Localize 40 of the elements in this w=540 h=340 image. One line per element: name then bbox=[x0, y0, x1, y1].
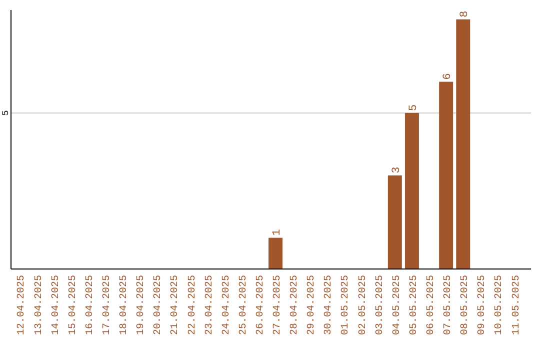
x-tick-label: 20.04.2025 bbox=[153, 275, 164, 336]
x-tick-label: 08.05.2025 bbox=[460, 275, 472, 336]
x-tick-label: 13.04.2025 bbox=[34, 275, 45, 336]
x-tick-label: 01.05.2025 bbox=[340, 275, 352, 336]
data-label: 1 bbox=[272, 228, 284, 236]
x-tick-label: 26.04.2025 bbox=[255, 275, 266, 336]
x-tick-label: 18.04.2025 bbox=[119, 275, 130, 336]
x-tick-label: 22.04.2025 bbox=[187, 275, 198, 336]
bar bbox=[439, 82, 454, 269]
bar bbox=[268, 238, 283, 269]
x-tick-label: 06.05.2025 bbox=[426, 275, 438, 336]
x-tick-label: 19.04.2025 bbox=[136, 275, 148, 336]
x-tick-label: 04.05.2025 bbox=[392, 275, 403, 336]
bar bbox=[404, 112, 419, 269]
x-tick-label: 14.04.2025 bbox=[50, 275, 62, 336]
x-tick-label: 17.04.2025 bbox=[102, 275, 113, 336]
x-tick-label: 07.05.2025 bbox=[443, 275, 454, 336]
data-label: 5 bbox=[408, 104, 420, 111]
x-tick-label: 09.05.2025 bbox=[477, 275, 488, 336]
x-tick-label: 16.04.2025 bbox=[84, 275, 96, 336]
data-label: 6 bbox=[442, 73, 454, 80]
bar bbox=[388, 175, 402, 269]
x-tick-label: 30.04.2025 bbox=[324, 275, 335, 336]
data-label: 8 bbox=[459, 10, 472, 18]
x-tick-label: 11.05.2025 bbox=[511, 275, 522, 336]
x-tick-label: 21.04.2025 bbox=[170, 275, 182, 336]
x-tick-label: 28.04.2025 bbox=[290, 275, 301, 336]
x-tick-label: 15.04.2025 bbox=[68, 275, 79, 336]
x-tick-label: 10.05.2025 bbox=[494, 275, 506, 336]
x-tick-label: 25.04.2025 bbox=[238, 275, 250, 336]
data-label: 3 bbox=[390, 166, 403, 174]
bar bbox=[456, 19, 470, 269]
x-tick-label: 29.04.2025 bbox=[306, 275, 318, 336]
x-tick-label: 02.05.2025 bbox=[358, 275, 369, 336]
x-tick-label: 12.04.2025 bbox=[16, 275, 28, 336]
x-tick-label: 24.04.2025 bbox=[221, 275, 232, 336]
x-tick-label: 23.04.2025 bbox=[204, 275, 216, 336]
x-tick-label: 03.05.2025 bbox=[374, 275, 386, 336]
x-tick-label: 27.04.2025 bbox=[272, 275, 284, 336]
x-tick-label: 05.05.2025 bbox=[408, 275, 420, 336]
